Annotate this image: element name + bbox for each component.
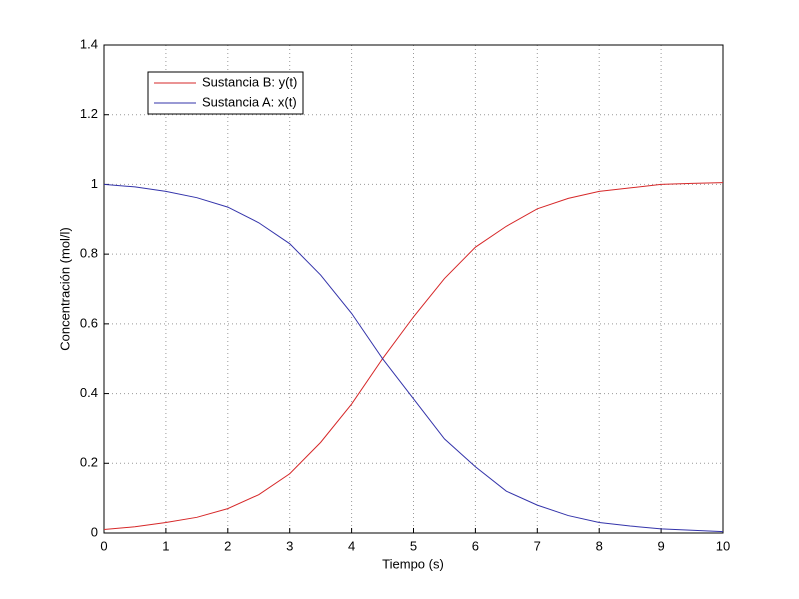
y-tick-label: 0 — [91, 524, 98, 539]
x-axis-label: Tiempo (s) — [382, 556, 444, 571]
legend-label: Sustancia A: x(t) — [202, 94, 297, 109]
x-tick-label: 3 — [286, 538, 293, 553]
y-tick-label: 0.4 — [80, 385, 98, 400]
plot-frame — [103, 44, 724, 534]
legend-label: Sustancia B: y(t) — [202, 74, 297, 89]
y-tick-label: 0.8 — [80, 246, 98, 261]
x-tick-label: 6 — [472, 538, 479, 553]
x-tick-label: 8 — [596, 538, 603, 553]
x-tick-label: 1 — [162, 538, 169, 553]
x-tick-label: 7 — [534, 538, 541, 553]
y-tick-label: 1.4 — [80, 36, 98, 51]
x-tick-label: 9 — [657, 538, 664, 553]
y-tick-label: 1.2 — [80, 106, 98, 121]
y-tick-label: 1 — [91, 176, 98, 191]
y-tick-label: 0.6 — [80, 315, 98, 330]
x-tick-label: 4 — [348, 538, 355, 553]
x-tick-label: 10 — [716, 538, 730, 553]
y-axis-label: Concentración (mol/l) — [57, 227, 72, 351]
line-series — [103, 182, 724, 531]
y-tick-label: 0.2 — [80, 455, 98, 470]
x-tick-label: 0 — [100, 538, 107, 553]
x-tick-label: 5 — [410, 538, 417, 553]
x-tick-label: 2 — [224, 538, 231, 553]
legend-box — [147, 71, 304, 115]
line-series — [103, 183, 724, 533]
